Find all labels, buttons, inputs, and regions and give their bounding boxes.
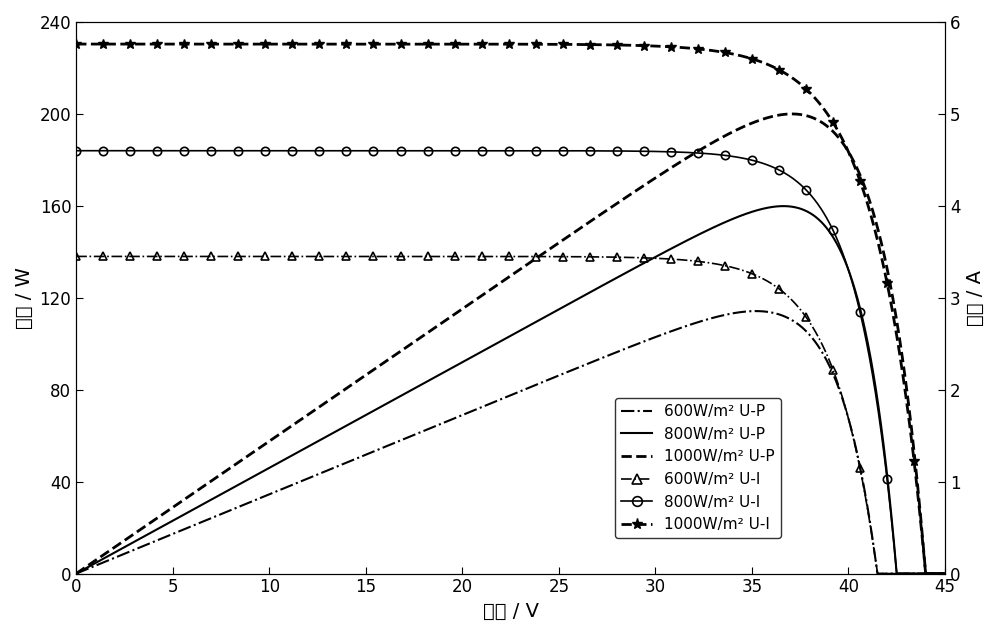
Y-axis label: 功率 / W: 功率 / W	[15, 267, 34, 329]
X-axis label: 电压 / V: 电压 / V	[483, 602, 539, 621]
Y-axis label: 电流 / A: 电流 / A	[966, 270, 985, 326]
Legend: 600W/m² U-P, 800W/m² U-P, 1000W/m² U-P, 600W/m² U-I, 800W/m² U-I, 1000W/m² U-I: 600W/m² U-P, 800W/m² U-P, 1000W/m² U-P, …	[615, 398, 781, 538]
